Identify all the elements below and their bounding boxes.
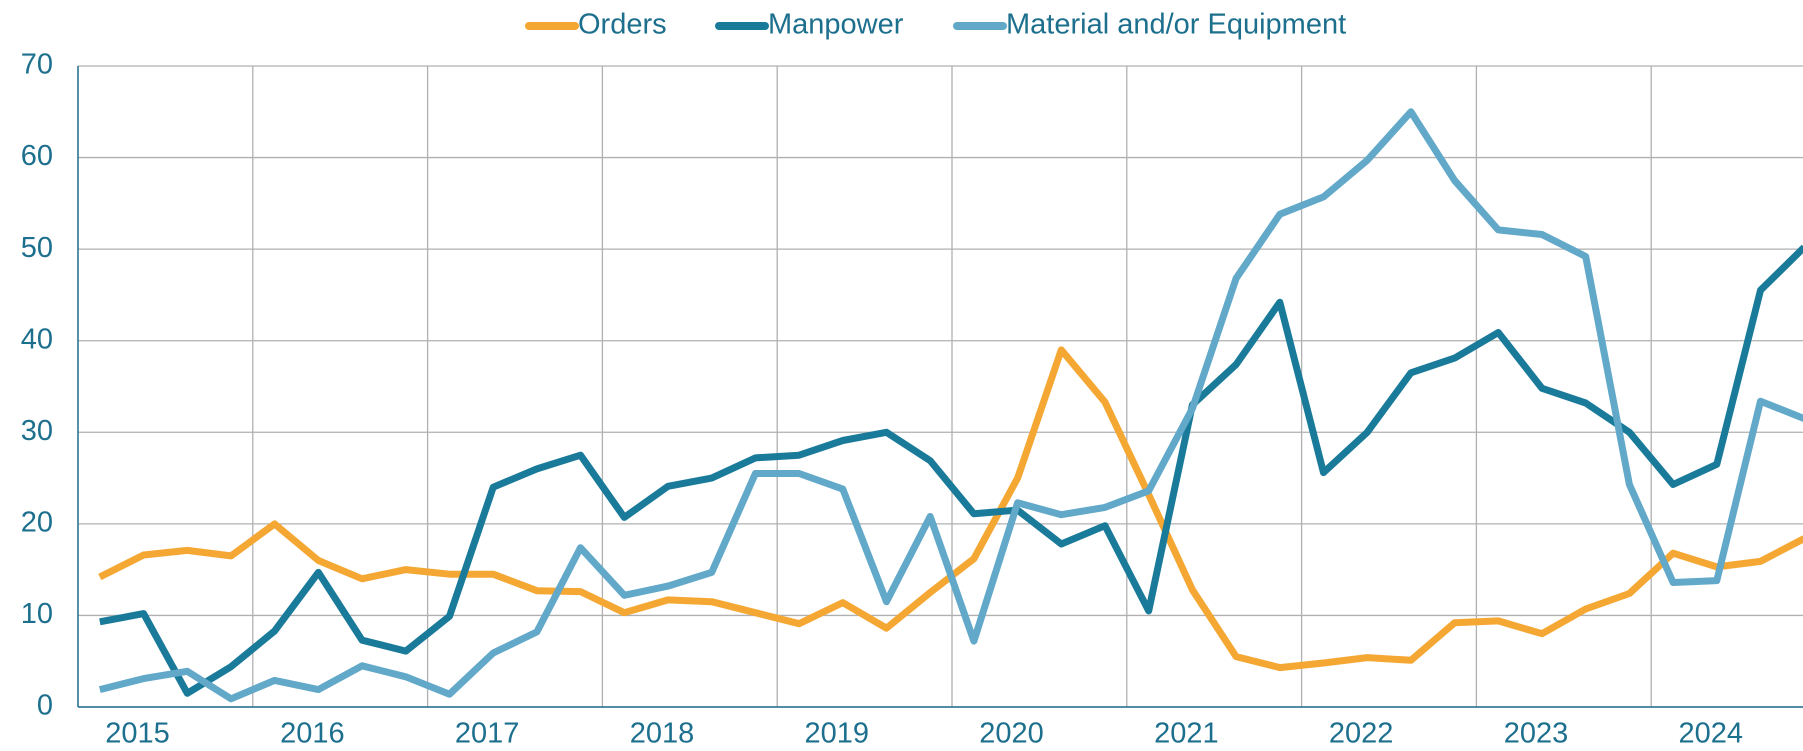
y-tick-label: 30 [21, 415, 53, 447]
x-tick-label: 2019 [804, 718, 869, 750]
x-tick-label: 2021 [1154, 718, 1219, 750]
x-tick-label: 2020 [979, 718, 1044, 750]
legend-label: Orders [578, 9, 667, 41]
y-tick-label: 60 [21, 140, 53, 172]
y-tick-label: 40 [21, 323, 53, 355]
y-tick-label: 50 [21, 232, 53, 264]
x-tick-label: 2017 [455, 718, 520, 750]
y-tick-label: 70 [21, 49, 53, 81]
y-tick-label: 0 [37, 690, 53, 722]
x-tick-label: 2016 [280, 718, 345, 750]
x-tick-label: 2022 [1329, 718, 1394, 750]
y-tick-label: 10 [21, 598, 53, 630]
x-tick-label: 2015 [105, 718, 170, 750]
series-line [98, 108, 1803, 703]
legend-label: Material and/or Equipment [1006, 9, 1346, 41]
series-line [99, 244, 1803, 697]
x-tick-label: 2018 [630, 718, 695, 750]
legend-label: Manpower [768, 9, 904, 41]
y-tick-label: 20 [21, 507, 53, 539]
x-tick-label: 2023 [1504, 718, 1569, 750]
x-tick-label: 2024 [1678, 718, 1743, 750]
